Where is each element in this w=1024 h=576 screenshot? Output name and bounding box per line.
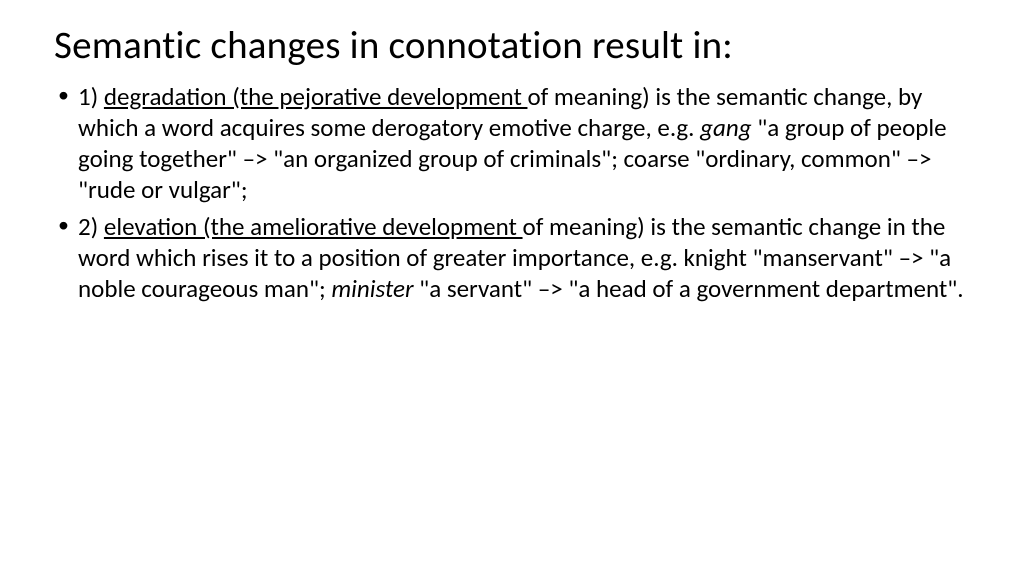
bullet-lead: 2) [78,211,104,242]
bullet-underlined-term: elevation (the ameliorative development [104,211,523,242]
bullet-lead: 1) [78,81,104,112]
bullet-italic-term: minister [331,273,413,304]
bullet-item: 1) degradation (the pejorative developme… [54,81,970,205]
bullet-italic-term: gang [700,112,751,143]
slide-body: 1) degradation (the pejorative developme… [54,81,970,304]
slide-title: Semantic changes in connotation result i… [54,22,970,69]
bullet-text: "a servant" –> "a head of a government d… [414,273,964,304]
slide: Semantic changes in connotation result i… [0,0,1024,576]
bullet-item: 2) elevation (the ameliorative developme… [54,211,970,304]
bullet-underlined-term: degradation (the pejorative development [104,81,528,112]
